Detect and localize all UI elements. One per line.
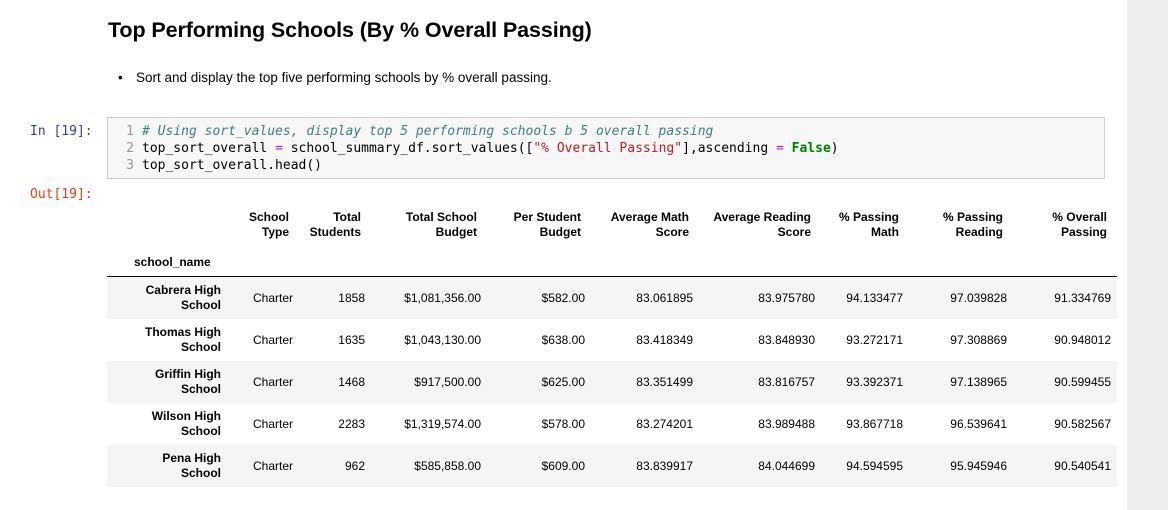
dataframe-table: School Type Total Students Total School Bud… <box>107 198 1117 487</box>
table-cell: 83.351499 <box>636 375 693 389</box>
table-cell: 94.133477 <box>846 291 903 305</box>
bullet-dot: • <box>118 70 123 85</box>
code-token: ],ascending <box>682 141 776 156</box>
table-cell: 83.816757 <box>758 375 815 389</box>
table-cell: $1,043,130.00 <box>404 333 481 347</box>
right-scroll-gutter <box>1127 0 1168 510</box>
section-heading: Top Performing Schools (By % Overall Pas… <box>108 18 592 42</box>
code-token <box>784 141 792 156</box>
table-cell: 962 <box>344 459 365 473</box>
table-cell: 83.418349 <box>636 333 693 347</box>
code-token: school_summary_df.sort_values([ <box>282 141 534 156</box>
table-cell: 90.582567 <box>1054 417 1111 431</box>
code-line-1: 1 # Using sort_values, display top 5 perf… <box>108 123 713 140</box>
table-cell: $625.00 <box>541 375 585 389</box>
column-header: School Type <box>248 210 289 239</box>
code-line-2: 2 top_sort_overall = school_summary_df.so… <box>108 140 839 157</box>
index-header-row: school_name <box>107 246 1117 277</box>
code-keyword: False <box>791 141 831 156</box>
column-header: Total School Budget <box>405 210 477 239</box>
table-cell: 90.599455 <box>1054 375 1111 389</box>
column-header: % Passing Math <box>838 210 899 239</box>
table-cell: 1635 <box>338 333 365 347</box>
table-cell: Charter <box>252 459 293 473</box>
table-cell: 96.539641 <box>950 417 1007 431</box>
code-string: "% Overall Passing" <box>533 141 683 156</box>
code-token: top_sort_overall <box>142 141 276 156</box>
code-token: ) <box>830 141 839 156</box>
table-cell: Charter <box>252 375 293 389</box>
table-cell: $917,500.00 <box>414 375 481 389</box>
table-cell: 97.039828 <box>950 291 1007 305</box>
line-number: 1 <box>126 124 134 139</box>
table-cell: 84.044699 <box>758 459 815 473</box>
table-cell: 1858 <box>338 291 365 305</box>
code-comment: # Using sort_values, display top 5 perfo… <box>142 124 714 139</box>
corner-cell <box>107 198 231 246</box>
bullet-text: Sort and display the top five performing… <box>136 70 552 85</box>
column-header: Average Math Score <box>610 210 689 239</box>
table-cell: $585,858.00 <box>414 459 481 473</box>
table-cell: $638.00 <box>541 333 585 347</box>
table-cell: $578.00 <box>541 417 585 431</box>
code-token: top_sort_overall.head() <box>142 158 323 173</box>
table-cell: 1468 <box>338 375 365 389</box>
table-cell: Charter <box>252 291 293 305</box>
table-row: Wilson High School Charter 2283 $1,319,574.0… <box>107 403 1117 445</box>
table-cell: 83.848930 <box>758 333 815 347</box>
code-cell[interactable]: 1 # Using sort_values, display top 5 perf… <box>107 117 1105 179</box>
row-index-school-name: Griffin High School <box>155 367 221 396</box>
table-cell: $609.00 <box>541 459 585 473</box>
table-cell: $582.00 <box>541 291 585 305</box>
table-cell: Charter <box>252 333 293 347</box>
table-cell: 90.948012 <box>1054 333 1111 347</box>
table-cell: $1,081,356.00 <box>404 291 481 305</box>
table-cell: 83.989488 <box>758 417 815 431</box>
table-cell: 97.308869 <box>950 333 1007 347</box>
table-row: Thomas High School Charter 1635 $1,043,130.0… <box>107 319 1117 361</box>
input-prompt: In [19]: <box>30 124 93 139</box>
table-cell: 93.867718 <box>846 417 903 431</box>
table-cell: 93.272171 <box>846 333 903 347</box>
row-index-school-name: Cabrera High School <box>145 283 221 312</box>
row-index-school-name: Pena High School <box>162 451 221 480</box>
table-cell: 93.392371 <box>846 375 903 389</box>
row-index-school-name: Wilson High School <box>151 409 221 438</box>
table-cell: 83.061895 <box>636 291 693 305</box>
column-header: Per Student Budget <box>513 210 581 239</box>
table-cell: 2283 <box>338 417 365 431</box>
table-cell: 83.839917 <box>636 459 693 473</box>
code-line-3: 3 top_sort_overall.head() <box>108 157 322 174</box>
code-operator: = <box>275 141 283 156</box>
index-name: school_name <box>107 246 231 277</box>
column-header: Total Students <box>309 210 361 239</box>
table-cell: 90.540541 <box>1054 459 1111 473</box>
line-number: 2 <box>126 141 134 156</box>
table-row: Pena High School Charter 962 $585,858.00 $609… <box>107 445 1117 487</box>
table-row: Griffin High School Charter 1468 $917,500.00… <box>107 361 1117 403</box>
line-number: 3 <box>126 158 134 173</box>
table-cell: 95.945946 <box>950 459 1007 473</box>
table-cell: 94.594595 <box>846 459 903 473</box>
column-header: % Passing Reading <box>942 210 1003 239</box>
table-cell: $1,319,574.00 <box>404 417 481 431</box>
row-index-school-name: Thomas High School <box>144 325 221 354</box>
table-cell: 91.334769 <box>1054 291 1111 305</box>
bullet-list: • Sort and display the top five performin… <box>118 70 552 85</box>
output-prompt: Out[19]: <box>30 187 93 202</box>
table-row: Cabrera High School Charter 1858 $1,081,356.… <box>107 276 1117 319</box>
table-cell: 83.274201 <box>636 417 693 431</box>
column-header: Average Reading Score <box>713 210 811 239</box>
column-header: % Overall Passing <box>1052 210 1107 239</box>
table-cell: 97.138965 <box>950 375 1007 389</box>
column-header-row: School Type Total Students Total School Bud… <box>107 198 1117 246</box>
table-cell: 83.975780 <box>758 291 815 305</box>
table-cell: Charter <box>252 417 293 431</box>
code-operator: = <box>775 141 784 156</box>
